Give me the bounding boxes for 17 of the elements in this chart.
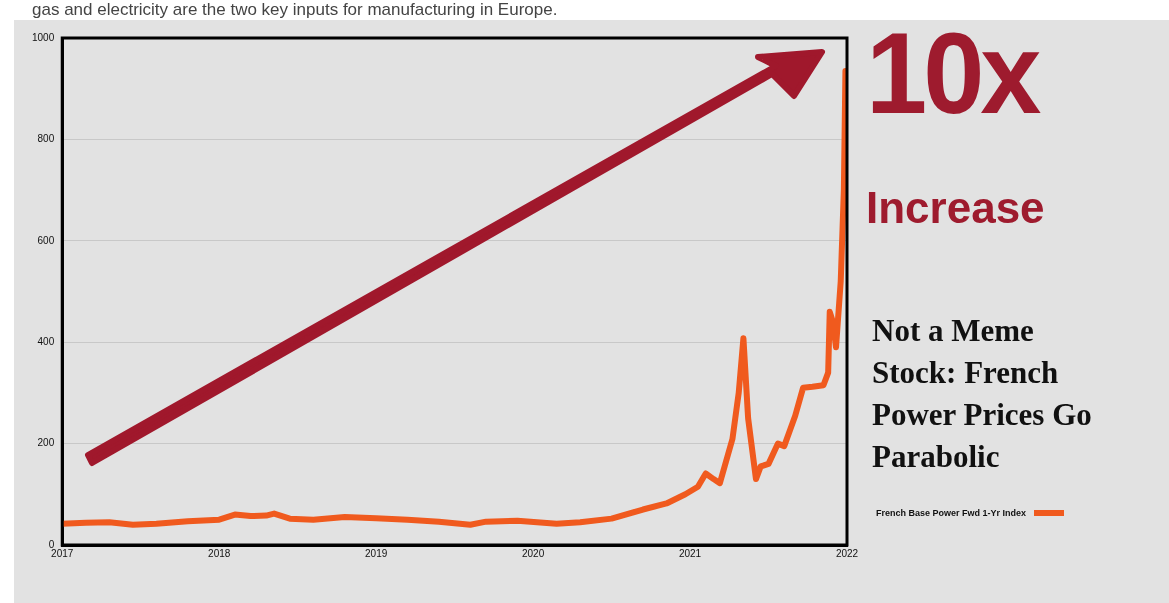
y-tick-label: 400	[37, 335, 55, 347]
y-tick-label: 1000	[32, 31, 55, 43]
y-tick-label: 800	[37, 133, 55, 145]
text: Increase	[866, 183, 1045, 232]
text: gas and electricity are the two key inputs for manufacturing in Europe.	[32, 0, 558, 19]
y-tick-label: 600	[37, 234, 55, 246]
text: 10x	[866, 7, 1038, 138]
x-tick-label: 2021	[678, 547, 702, 559]
legend-label: French Base Power Fwd 1-Yr Index	[876, 508, 1027, 518]
x-tick-label: 2020	[521, 547, 545, 559]
x-tick-label: 2022	[835, 547, 859, 559]
x-tick-label: 2019	[365, 547, 388, 559]
y-tick-label: 200	[37, 437, 55, 449]
text: Not a Meme Stock: French Power Prices Go Parabolic	[872, 312, 1093, 476]
x-tick-label: 2017	[51, 547, 74, 559]
y-tick-label: 0	[48, 538, 55, 550]
x-tick-label: 2018	[208, 547, 231, 559]
